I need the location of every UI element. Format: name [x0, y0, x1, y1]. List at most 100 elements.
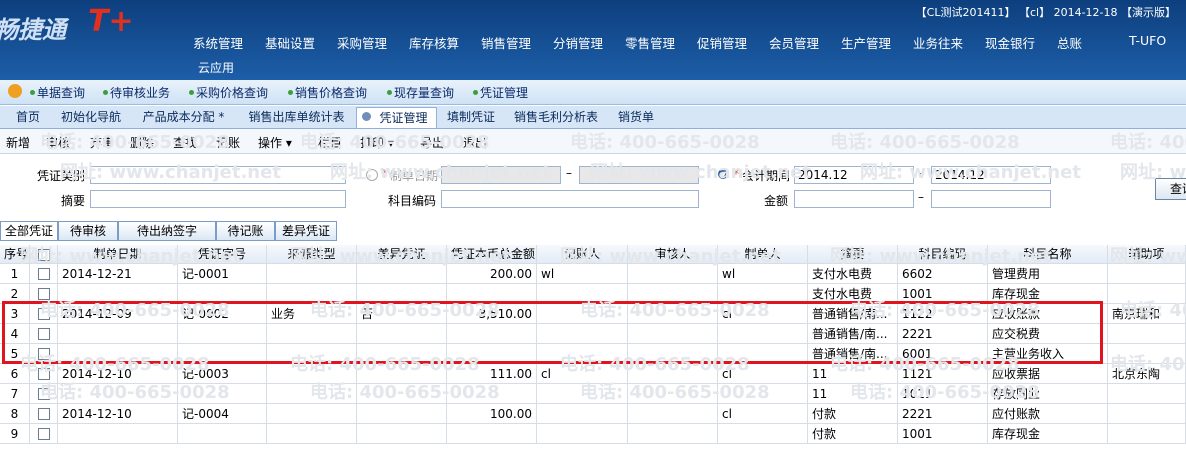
tab[interactable]: 初始化导航	[60, 110, 121, 124]
toolbar-button[interactable]: 查找	[173, 136, 198, 150]
menu-item[interactable]: 系统管理	[193, 36, 244, 51]
checkbox[interactable]	[38, 268, 50, 280]
checkbox[interactable]	[38, 288, 50, 300]
input[interactable]	[931, 190, 1051, 208]
column-header[interactable]: 凭证字号	[178, 245, 267, 264]
quick-link[interactable]: 凭证管理	[480, 86, 529, 100]
column-header[interactable]: 科目编码	[898, 245, 988, 264]
checkbox[interactable]	[38, 388, 50, 400]
input[interactable]	[90, 166, 346, 184]
close-icon	[362, 112, 371, 121]
row-select[interactable]	[30, 324, 58, 344]
toolbar-button[interactable]: 导出	[420, 136, 445, 150]
cell-date: 2014-12-21	[58, 264, 178, 284]
column-header[interactable]: 来源类型	[267, 245, 357, 264]
cell-maker: cl	[718, 404, 808, 424]
tab[interactable]: 产品成本分配 *	[142, 110, 225, 124]
input[interactable]	[579, 166, 699, 184]
cell-bookkeeper: cl	[537, 364, 628, 384]
cell-date	[58, 384, 178, 404]
cell-aux	[1108, 424, 1186, 444]
menu-item[interactable]: 零售管理	[625, 36, 676, 51]
status-button[interactable]: 待审核	[58, 221, 118, 241]
menu-item[interactable]: 销售管理	[481, 36, 532, 51]
menu-item[interactable]: 采购管理	[337, 36, 388, 51]
menu-item[interactable]: 总账	[1057, 36, 1083, 51]
menu-item[interactable]: 生产管理	[841, 36, 892, 51]
watermark: 网址: www.chanjet.net	[1120, 162, 1186, 183]
menu-item[interactable]: 业务往来	[913, 36, 964, 51]
menu-item[interactable]: 基础设置	[265, 36, 316, 51]
tab[interactable]: 销售出库单统计表	[248, 110, 345, 124]
input[interactable]	[794, 190, 914, 208]
period-from[interactable]: 2014.12	[794, 166, 914, 184]
quick-link[interactable]: 销售价格查询	[295, 86, 368, 100]
logo-mark: T+	[88, 4, 134, 39]
quick-link[interactable]: 采购价格查询	[196, 86, 269, 100]
tab[interactable]: 填制凭证	[446, 110, 495, 124]
column-header[interactable]: 摘要	[808, 245, 898, 264]
toolbar-button[interactable]: 退出	[463, 136, 488, 150]
status-button[interactable]: 全部凭证	[0, 221, 58, 241]
quick-link[interactable]: 单据查询	[37, 86, 86, 100]
menu-item[interactable]: 促销管理	[697, 36, 748, 51]
period-to[interactable]: 2014.12	[931, 166, 1051, 184]
toolbar-button[interactable]: 删除	[130, 136, 155, 150]
tab[interactable]: 凭证管理	[356, 107, 437, 128]
menu-item[interactable]: 云应用	[198, 61, 235, 75]
menu-item[interactable]: 现金银行	[985, 36, 1036, 51]
watermark: 电话: 400-665-0028	[580, 300, 770, 321]
toolbar-button[interactable]: 栏目	[318, 136, 343, 150]
label: 制单日期	[390, 169, 439, 183]
toolbar-button[interactable]: 弃审	[90, 136, 115, 150]
tab[interactable]: 销货单	[617, 110, 654, 124]
query-button[interactable]: 查询	[1155, 178, 1186, 200]
input[interactable]	[441, 190, 699, 208]
row-select[interactable]	[30, 404, 58, 424]
status-button[interactable]: 待出纳签字	[118, 221, 216, 241]
cell-bookkeeper	[537, 404, 628, 424]
column-header[interactable]: 记账人	[537, 245, 628, 264]
row-select[interactable]	[30, 264, 58, 284]
checkbox[interactable]	[38, 348, 50, 360]
toolbar-button[interactable]: 新增	[6, 136, 31, 150]
status-button[interactable]: 差异凭证	[275, 221, 337, 241]
cell-diff	[357, 264, 447, 284]
row-select[interactable]	[30, 384, 58, 404]
tab[interactable]: 首页	[15, 110, 40, 124]
checkbox[interactable]	[38, 428, 50, 440]
column-header[interactable]: 审核人	[628, 245, 718, 264]
menu-item[interactable]: 分销管理	[553, 36, 604, 51]
checkbox[interactable]	[38, 368, 50, 380]
menu-item[interactable]: 会员管理	[769, 36, 820, 51]
row-select[interactable]	[30, 424, 58, 444]
quick-link[interactable]: 待审核业务	[110, 86, 171, 100]
quick-link[interactable]: 现存量查询	[394, 86, 455, 100]
cell-date	[58, 424, 178, 444]
tab[interactable]: 销售毛利分析表	[513, 110, 598, 124]
menu-item[interactable]: 库存核算	[409, 36, 460, 51]
checkbox[interactable]	[38, 328, 50, 340]
toolbar-button[interactable]: 操作 ▾	[258, 136, 292, 150]
column-header[interactable]: 凭证本币总金额	[447, 245, 537, 264]
status-button[interactable]: 待记账	[216, 221, 275, 241]
row-select[interactable]	[30, 364, 58, 384]
column-header[interactable]: 差异凭证	[357, 245, 447, 264]
checkbox[interactable]	[38, 308, 50, 320]
menu-item[interactable]: T-UFO	[1129, 33, 1167, 48]
cell-voucher: 记-0001	[178, 264, 267, 284]
row-select[interactable]	[30, 304, 58, 324]
column-header[interactable]: 辅助项	[1108, 245, 1186, 264]
column-header[interactable]: 序号	[0, 245, 30, 264]
input[interactable]	[90, 190, 346, 208]
toolbar-button[interactable]: 审核	[46, 136, 71, 150]
input[interactable]	[441, 166, 561, 184]
cell-amount	[447, 324, 537, 344]
column-header[interactable]: 制单人	[718, 245, 808, 264]
checkbox[interactable]	[38, 249, 50, 261]
column-header[interactable]: 制单日期	[58, 245, 178, 264]
column-header[interactable]: 科目名称	[988, 245, 1108, 264]
toolbar-button[interactable]: 打印 ▾	[360, 136, 394, 150]
checkbox[interactable]	[38, 408, 50, 420]
toolbar-button[interactable]: 记账	[216, 136, 241, 150]
